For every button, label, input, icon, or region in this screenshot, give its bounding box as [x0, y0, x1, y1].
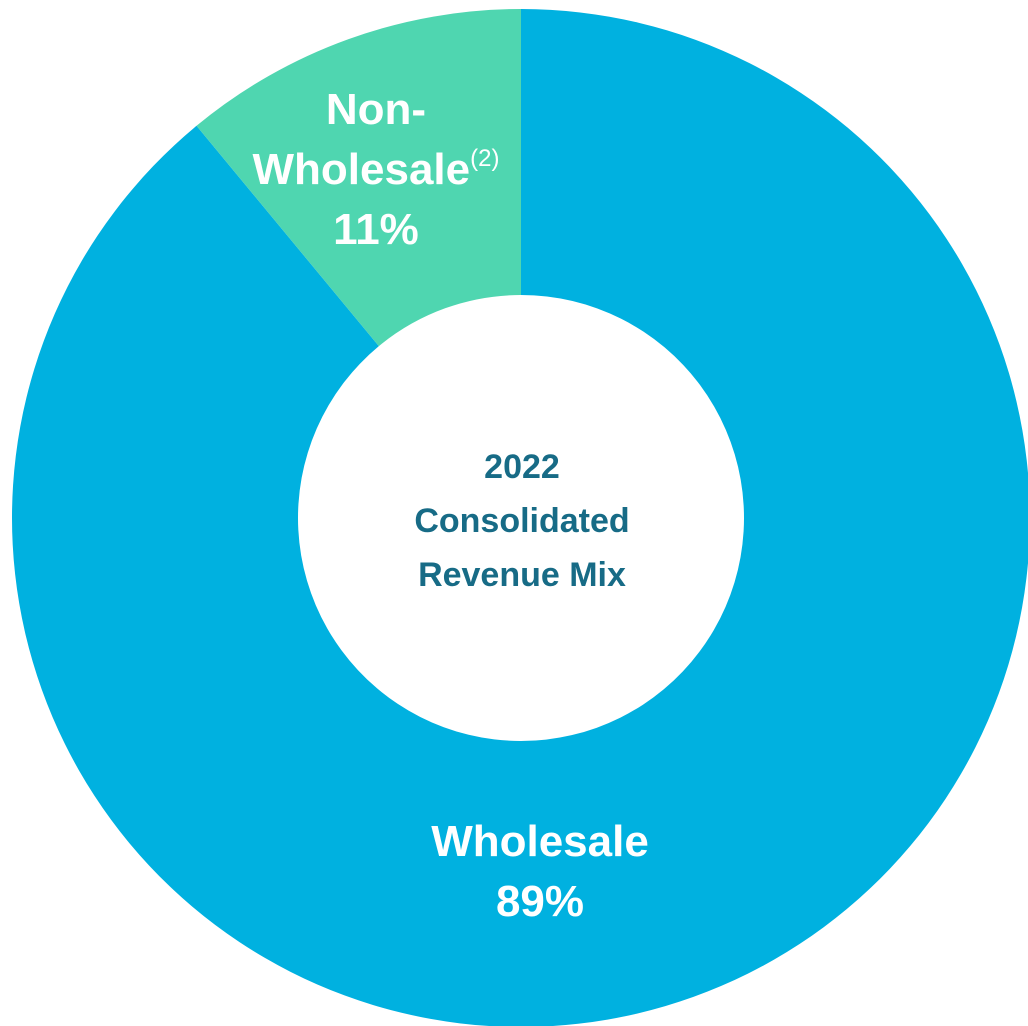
segment-label: Non-Wholesale(2) 11% [226, 80, 526, 260]
value-label: 11% [333, 205, 419, 254]
category-name: Non-Wholesale [252, 85, 471, 194]
category-label: Wholesale [340, 812, 740, 872]
category-name: Wholesale [431, 817, 649, 866]
footnote-mark: (2) [470, 145, 500, 172]
chart-title: 2022 Consolidated Revenue Mix [414, 448, 630, 594]
donut-segment [196, 9, 521, 347]
segment-label: Wholesale 89% [340, 812, 740, 932]
donut-segment [12, 9, 1028, 1026]
category-label: Non-Wholesale(2) [226, 80, 526, 200]
value-label: 89% [495, 877, 585, 926]
